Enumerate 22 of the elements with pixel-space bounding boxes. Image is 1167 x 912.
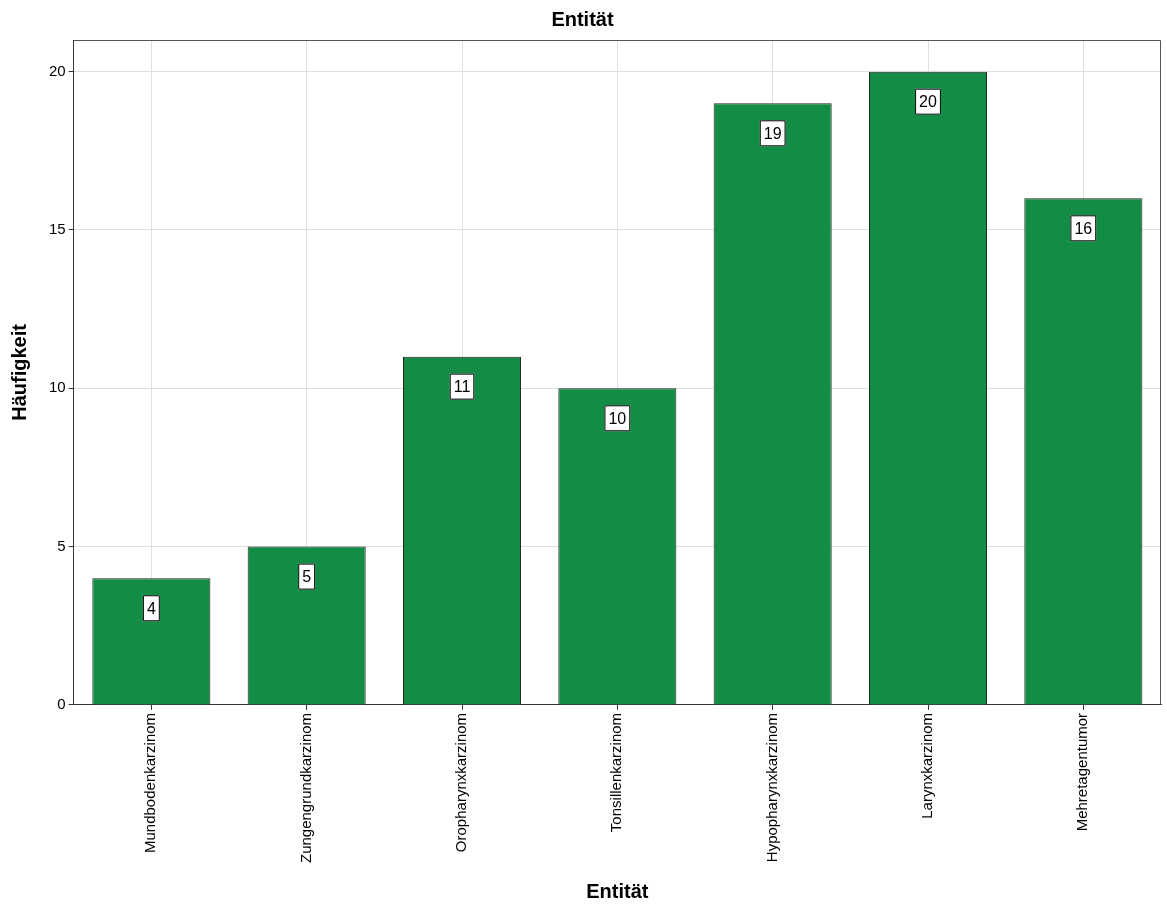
- x-tick-label: Zungengrundkarzinom: [296, 712, 314, 864]
- data-label: 11: [453, 378, 471, 396]
- x-tick-label: Oropharynxkarzinom: [452, 712, 470, 853]
- data-label: 16: [1074, 219, 1093, 237]
- y-tick-label: 0: [57, 695, 66, 713]
- y-tick-label: 10: [49, 378, 66, 396]
- x-tick-label: Mundbodenkarzinom: [141, 712, 159, 854]
- x-tick-label: Hypopharynxkarzinom: [762, 712, 780, 863]
- data-label: 5: [302, 568, 312, 586]
- data-label: 20: [919, 93, 937, 111]
- y-tick-label: 20: [49, 61, 66, 79]
- y-tick-label: 5: [57, 536, 66, 554]
- data-label: 10: [608, 409, 627, 427]
- x-tick-label: Tonsillenkarzinom: [607, 712, 625, 833]
- y-axis-title: Häufigkeit: [7, 323, 30, 421]
- data-label: 4: [146, 599, 156, 617]
- x-axis-title: Entität: [586, 879, 649, 902]
- data-label: 19: [763, 124, 782, 142]
- chart-title: Entität: [551, 7, 614, 30]
- y-tick-label: 15: [49, 220, 66, 238]
- x-tick-label: Mehretagentumor: [1073, 712, 1091, 832]
- x-tick-label: Larynxkarzinom: [918, 712, 936, 819]
